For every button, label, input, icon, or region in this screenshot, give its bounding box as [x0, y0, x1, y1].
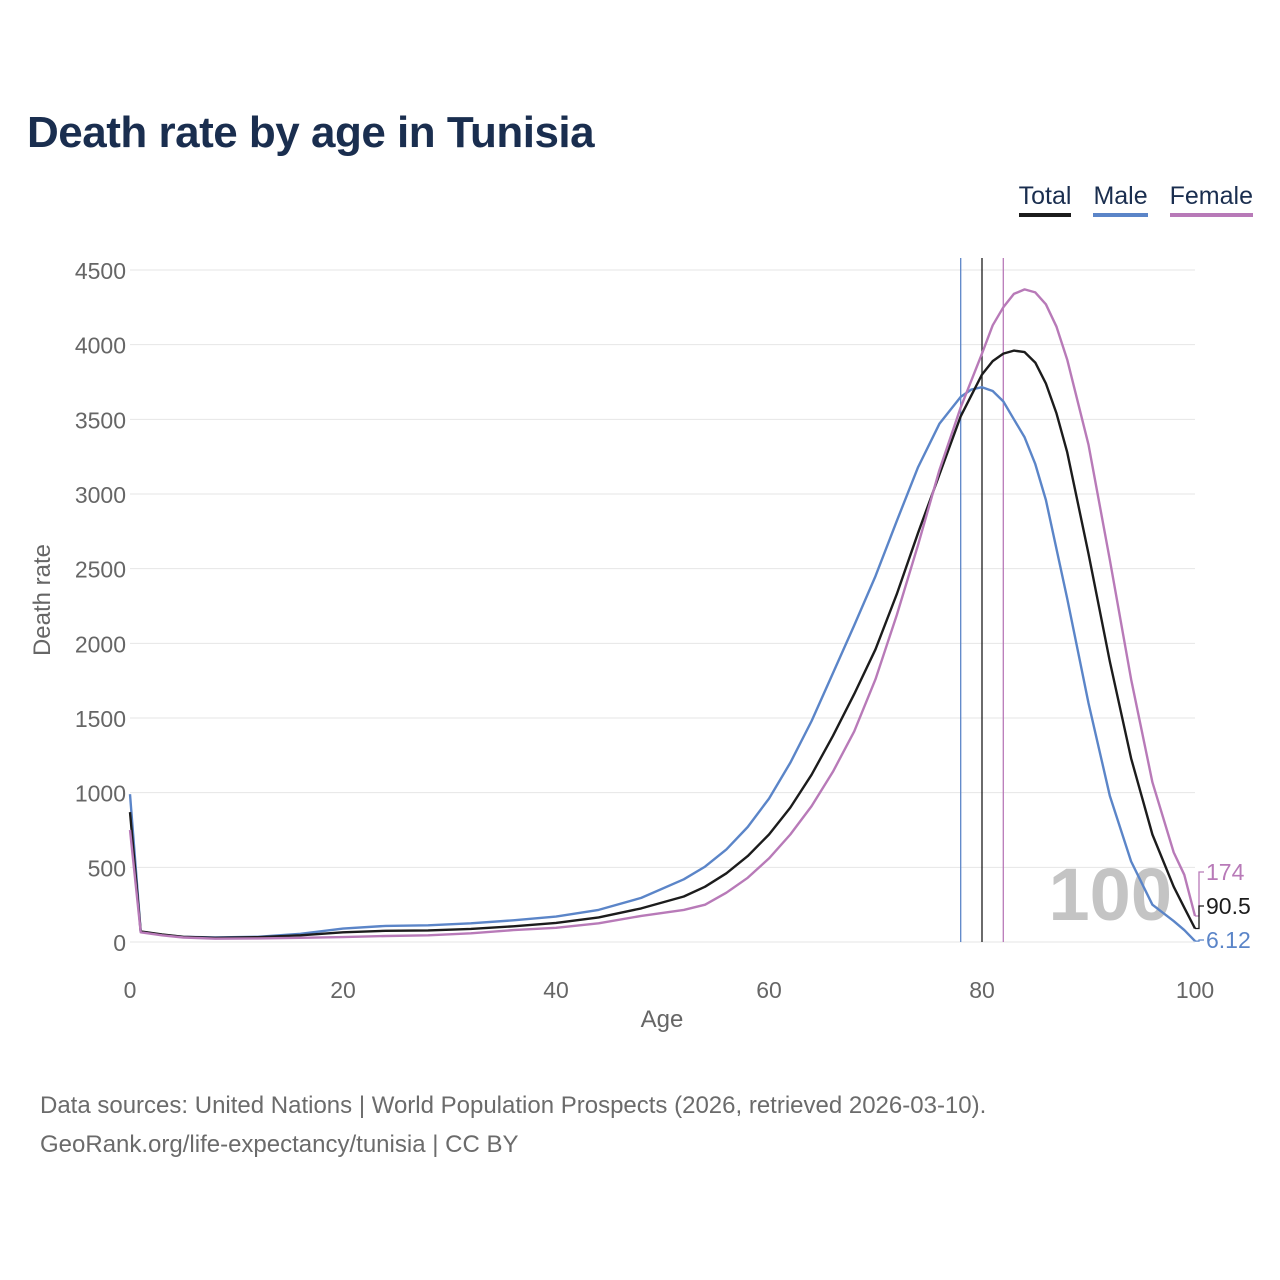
chart-plot: 100 050010001500200025003000350040004500… [29, 258, 1251, 1033]
y-tick-label: 4000 [75, 333, 126, 359]
series-line-male [128, 386, 1196, 942]
end-label-leader-total [1195, 905, 1204, 930]
end-label-male: 6.12 [1206, 927, 1251, 953]
x-tick-label: 60 [756, 977, 782, 1003]
end-label-leader-male [1195, 939, 1204, 942]
y-tick-label: 1000 [75, 781, 126, 807]
y-tick-label: 0 [113, 930, 126, 956]
end-label-total: 90.5 [1206, 893, 1251, 919]
series-line-female [128, 288, 1197, 940]
x-axis-title: Age [641, 1006, 684, 1033]
age-watermark: 100 [1049, 853, 1172, 936]
x-tick-label: 100 [1176, 977, 1214, 1003]
y-tick-label: 500 [88, 855, 126, 881]
series-line-total [128, 349, 1197, 939]
y-tick-label: 1500 [75, 706, 126, 732]
x-tick-label: 40 [543, 977, 569, 1003]
data-sources: Data sources: United Nations | World Pop… [40, 1086, 986, 1164]
x-tick-label: 80 [969, 977, 995, 1003]
chart-title: Death rate by age in Tunisia [27, 108, 595, 157]
legend-item-female[interactable]: Female [1169, 182, 1253, 217]
y-tick-label: 4500 [75, 258, 126, 284]
y-tick-label: 3500 [75, 407, 126, 433]
y-tick-label: 3000 [75, 482, 126, 508]
legend-item-total[interactable]: Total [1018, 182, 1072, 217]
sources-line-1: Data sources: United Nations | World Pop… [40, 1092, 987, 1119]
legend: Total Male Female [1018, 182, 1253, 217]
y-axis-title: Death rate [29, 544, 56, 656]
y-tick-label: 2500 [75, 557, 126, 583]
x-tick-label: 20 [330, 977, 356, 1003]
end-label-female: 174 [1206, 859, 1245, 885]
y-tick-label: 2000 [75, 631, 126, 657]
end-label-leader-female [1195, 871, 1204, 917]
legend-item-male[interactable]: Male [1093, 182, 1148, 217]
x-tick-label: 0 [124, 977, 137, 1003]
sources-line-2: GeoRank.org/life-expectancy/tunisia | CC… [40, 1131, 519, 1158]
